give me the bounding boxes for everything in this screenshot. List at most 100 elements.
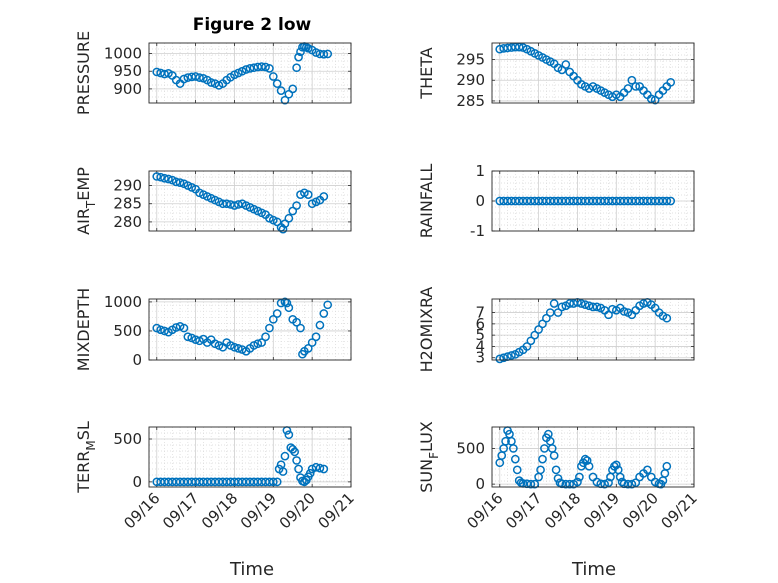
y-tick-label: -1 — [470, 222, 485, 240]
data-point — [530, 330, 540, 340]
data-point — [268, 72, 278, 81]
subplot-rainfall: -1 0 1 RAINFALL — [417, 162, 695, 240]
subplot-terr-msl: 0 500 TERRMSL 09/1609/1709/1809/1909/2009/2… — [74, 421, 358, 532]
data-point — [280, 95, 290, 105]
data-point — [561, 60, 571, 69]
data-point — [272, 477, 282, 487]
data-point — [175, 178, 185, 187]
data-point — [160, 69, 169, 79]
data-point — [311, 332, 321, 342]
data-point — [290, 447, 300, 457]
data-point — [261, 62, 270, 72]
minor-grid — [492, 43, 694, 103]
data-point — [514, 42, 524, 52]
data-point — [557, 302, 567, 312]
data-point — [604, 310, 613, 320]
data-point — [509, 444, 518, 453]
data-point — [600, 479, 610, 489]
data-series-rainfall — [495, 196, 676, 206]
data-point — [282, 298, 292, 308]
data-point — [191, 72, 200, 81]
data-point — [623, 479, 633, 489]
data-point — [315, 463, 325, 473]
y-tick-label: 1000 — [104, 45, 142, 63]
x-tick-label: 09/21 — [315, 489, 358, 532]
data-point — [576, 299, 586, 308]
minor-grid — [492, 299, 694, 360]
axes-frame — [148, 298, 352, 361]
axes-frame — [148, 426, 352, 488]
data-point — [233, 344, 243, 353]
y-tick-label: 3 — [475, 349, 485, 367]
y-tick-label: 0 — [132, 351, 142, 369]
data-point — [643, 465, 652, 475]
data-point — [662, 313, 672, 323]
data-point — [323, 300, 333, 310]
y-tick-label: 900 — [113, 80, 142, 98]
data-point — [584, 461, 594, 471]
y-tick-label: 950 — [113, 62, 142, 80]
data-point — [580, 454, 590, 464]
data-point — [631, 82, 641, 91]
data-point — [319, 192, 329, 201]
data-point — [627, 479, 637, 489]
data-point — [292, 201, 301, 210]
data-point — [530, 479, 540, 489]
data-point — [662, 196, 672, 206]
data-point — [631, 478, 641, 488]
data-point — [522, 342, 532, 351]
data-point — [303, 190, 313, 199]
data-point — [195, 73, 204, 82]
data-point — [580, 300, 590, 309]
y-tick-label: 5 — [475, 326, 485, 344]
minor-grid — [149, 171, 351, 231]
y-axis-label: TERRMSL — [74, 421, 98, 494]
data-point — [268, 477, 278, 487]
data-point — [156, 172, 166, 182]
x-tick-label: 09/16 — [120, 489, 163, 532]
axes-frame — [491, 426, 695, 488]
y-axis-label: THETA — [417, 47, 436, 99]
y-tick-label: 500 — [113, 322, 142, 340]
data-point — [257, 338, 267, 347]
data-point — [526, 336, 536, 346]
data-point — [265, 323, 274, 333]
x-axis-label-right: Time — [571, 559, 616, 580]
data-point — [241, 65, 251, 74]
data-point — [284, 430, 294, 440]
x-tick-label: 09/16 — [463, 489, 506, 532]
data-series-pressure — [152, 42, 333, 105]
y-tick-label: 295 — [456, 51, 485, 69]
data-point — [538, 454, 547, 464]
data-point — [526, 479, 536, 489]
data-point — [499, 353, 509, 363]
data-point — [179, 74, 189, 84]
x-axis-label-left: Time — [229, 559, 274, 580]
data-point — [575, 472, 584, 482]
x-tick-label: 09/17 — [502, 489, 545, 532]
data-point — [604, 478, 613, 488]
data-point — [272, 309, 282, 318]
x-tick-label: 09/18 — [198, 489, 241, 532]
y-tick-label: 500 — [456, 439, 485, 457]
data-point — [171, 177, 181, 187]
data-point — [619, 307, 629, 316]
y-tick-label: 290 — [113, 177, 142, 195]
data-point — [294, 52, 303, 62]
data-point — [230, 201, 239, 210]
minor-grid — [149, 427, 351, 487]
data-point — [179, 323, 189, 333]
y-tick-label: 0 — [475, 475, 485, 493]
data-point — [296, 323, 305, 333]
y-tick-label: 280 — [113, 213, 142, 231]
data-point — [278, 224, 288, 234]
data-point — [627, 75, 637, 85]
data-point — [311, 48, 321, 57]
data-point — [666, 77, 676, 87]
data-series-theta — [495, 42, 676, 105]
data-point — [230, 342, 239, 352]
data-point — [303, 344, 313, 353]
axes-frame — [148, 42, 352, 104]
